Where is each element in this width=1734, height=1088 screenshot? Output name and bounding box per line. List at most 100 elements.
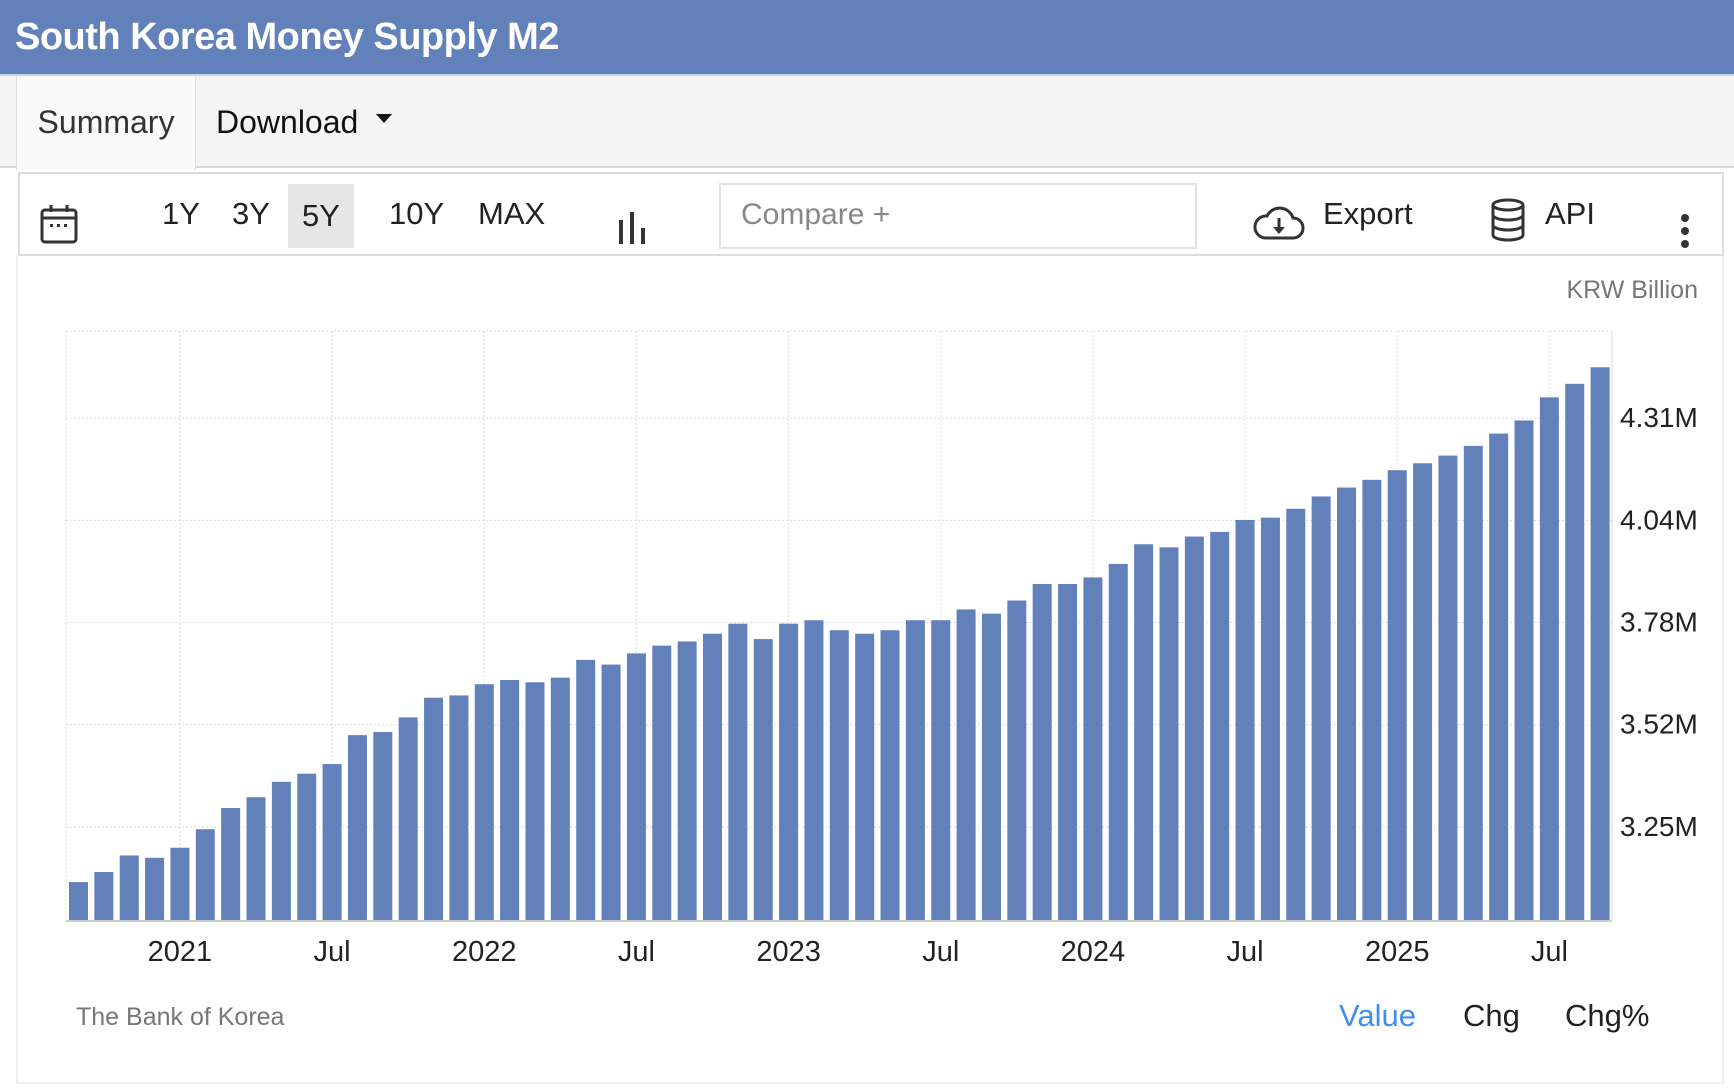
x-tick-label: 2023 <box>756 936 821 968</box>
bar <box>1514 420 1534 921</box>
bar <box>1184 536 1204 921</box>
mode-chg[interactable]: Chg <box>1463 998 1520 1033</box>
bar <box>474 684 494 921</box>
bar <box>1311 496 1331 921</box>
bar <box>804 620 824 921</box>
bar <box>1337 487 1356 921</box>
x-tick-label: 2022 <box>452 936 517 968</box>
x-tick-label: 2021 <box>148 936 213 968</box>
bar <box>1260 517 1280 921</box>
bar <box>652 645 672 921</box>
x-tick-label: Jul <box>1227 936 1264 968</box>
bar <box>1108 563 1128 921</box>
bar <box>373 732 393 921</box>
bar <box>905 620 925 921</box>
bar <box>626 653 646 921</box>
bar <box>195 829 215 921</box>
range-1y[interactable]: 1Y <box>162 196 200 231</box>
bar <box>170 847 190 921</box>
bar <box>500 679 520 921</box>
bar <box>855 633 875 921</box>
bar <box>347 735 367 921</box>
bar <box>1362 479 1382 921</box>
database-icon[interactable] <box>1490 192 1526 242</box>
range-10y[interactable]: 10Y <box>389 196 445 231</box>
bar <box>728 623 748 921</box>
bar <box>145 857 165 921</box>
unit-label: KRW Billion <box>1566 276 1698 304</box>
export-button[interactable]: Export <box>1323 196 1413 231</box>
bar <box>1032 583 1052 921</box>
tab-download-label: Download <box>216 104 359 140</box>
compare-input[interactable]: Compare + <box>719 183 1197 249</box>
bar <box>525 682 545 921</box>
bar <box>601 664 621 921</box>
bar <box>1159 547 1179 921</box>
calendar-icon[interactable] <box>40 194 78 244</box>
x-tick-label: Jul <box>1531 936 1568 968</box>
bar <box>1210 531 1230 921</box>
x-tick-label: Jul <box>618 936 655 968</box>
bar <box>69 882 88 921</box>
y-tick-label: 4.04M <box>1620 504 1698 535</box>
tab-summary[interactable]: Summary <box>16 76 196 170</box>
caret-down-icon <box>376 114 393 124</box>
bar <box>1413 463 1433 921</box>
bar <box>1463 445 1483 921</box>
range-5y[interactable]: 5Y <box>288 184 354 248</box>
y-tick-label: 3.25M <box>1620 811 1698 842</box>
bar <box>424 697 444 921</box>
chart-card <box>16 256 1724 1084</box>
chart-type-bar-icon[interactable] <box>617 196 649 244</box>
bar <box>880 630 900 921</box>
more-options-icon[interactable] <box>1680 198 1690 248</box>
bar <box>322 764 342 921</box>
bar <box>956 609 976 921</box>
bar <box>297 773 317 921</box>
mode-chg-pct[interactable]: Chg% <box>1565 998 1650 1033</box>
bar <box>703 633 722 921</box>
y-tick-label: 3.52M <box>1620 709 1698 740</box>
bar <box>753 639 773 921</box>
bar-chart: 3.25M 3.52M 3.78M 4.04M 4.31M 2021 Jul 2022 Jul 2… <box>65 330 1698 968</box>
bar <box>1083 577 1103 921</box>
bar <box>1058 583 1078 921</box>
y-tick-label: 4.31M <box>1620 402 1698 433</box>
tab-bar: Summary Download <box>0 76 1734 170</box>
bar <box>449 695 469 921</box>
bar <box>1387 470 1407 921</box>
y-tick-label: 3.78M <box>1620 607 1698 638</box>
bar <box>1134 544 1154 921</box>
cloud-download-icon[interactable] <box>1253 194 1305 240</box>
bar <box>981 613 1001 921</box>
bar <box>1565 383 1585 921</box>
bar <box>94 872 114 921</box>
bar <box>221 808 241 921</box>
bar <box>829 630 849 921</box>
x-tick-label: 2024 <box>1061 936 1126 968</box>
bar <box>550 677 570 921</box>
bar <box>1007 600 1027 921</box>
api-button[interactable]: API <box>1545 196 1595 231</box>
range-max[interactable]: MAX <box>478 196 546 231</box>
mode-value[interactable]: Value <box>1339 998 1416 1033</box>
bar <box>1590 367 1610 921</box>
range-3y[interactable]: 3Y <box>232 196 270 231</box>
page-title: South Korea Money Supply M2 <box>15 16 559 58</box>
bar <box>931 620 951 921</box>
bar <box>271 781 291 921</box>
bar <box>119 855 139 921</box>
x-tick-label: Jul <box>922 936 959 968</box>
bar <box>576 659 596 921</box>
tab-download[interactable]: Download <box>216 76 393 168</box>
bar <box>1539 397 1559 921</box>
x-tick-label: 2025 <box>1365 936 1430 968</box>
bar <box>1438 455 1458 921</box>
bar <box>398 717 418 921</box>
bar <box>1235 519 1255 921</box>
bar <box>246 797 266 921</box>
x-tick-label: Jul <box>314 936 351 968</box>
bar <box>779 623 799 921</box>
source-label[interactable]: The Bank of Korea <box>76 1003 285 1031</box>
page-header: South Korea Money Supply M2 <box>0 0 1734 76</box>
